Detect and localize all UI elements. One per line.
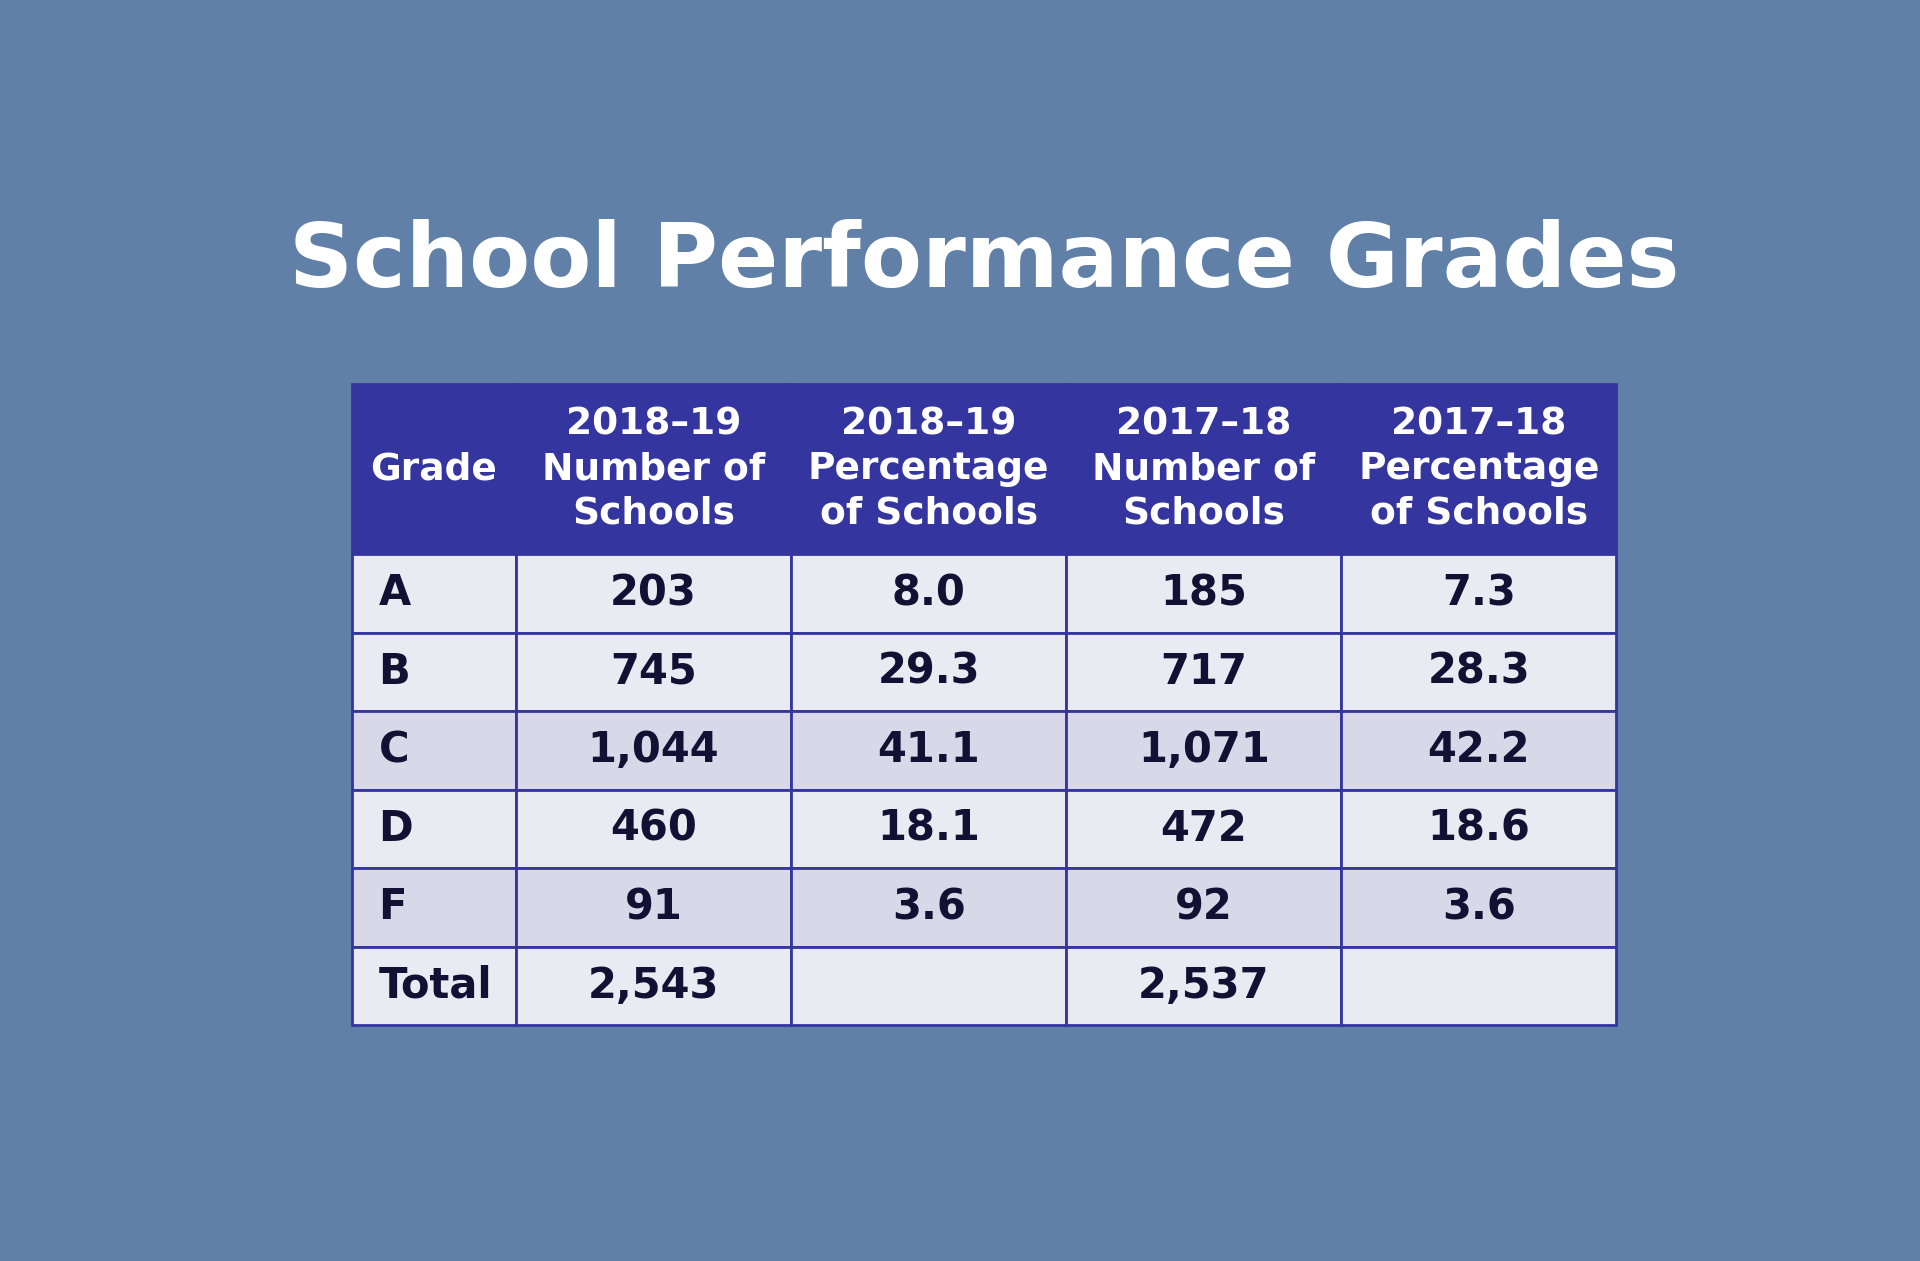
Text: 745: 745: [611, 651, 697, 694]
Bar: [1066, 711, 1342, 789]
Bar: [351, 868, 516, 947]
Bar: [791, 868, 1066, 947]
Bar: [791, 711, 1066, 789]
Text: C: C: [378, 729, 409, 772]
Text: 203: 203: [611, 572, 697, 614]
Bar: [1066, 868, 1342, 947]
Bar: [791, 789, 1066, 868]
Bar: [351, 711, 516, 789]
Text: School Performance Grades: School Performance Grades: [288, 219, 1680, 306]
Text: B: B: [378, 651, 411, 694]
Bar: [516, 947, 791, 1025]
Text: 3.6: 3.6: [891, 886, 966, 928]
Text: Grade: Grade: [371, 451, 497, 487]
Text: 41.1: 41.1: [877, 729, 979, 772]
Text: 472: 472: [1160, 808, 1248, 850]
Bar: [1342, 633, 1617, 711]
Bar: [1342, 385, 1617, 554]
Text: 29.3: 29.3: [877, 651, 979, 694]
Text: 1,044: 1,044: [588, 729, 720, 772]
Text: 2018–19
Percentage
of Schools: 2018–19 Percentage of Schools: [808, 407, 1050, 532]
Text: 28.3: 28.3: [1427, 651, 1530, 694]
Text: 18.1: 18.1: [877, 808, 979, 850]
Bar: [516, 385, 791, 554]
Bar: [351, 947, 516, 1025]
Text: 185: 185: [1160, 572, 1248, 614]
Bar: [1066, 554, 1342, 633]
Text: A: A: [378, 572, 411, 614]
Text: 18.6: 18.6: [1427, 808, 1530, 850]
Text: 2017–18
Number of
Schools: 2017–18 Number of Schools: [1092, 407, 1315, 532]
Bar: [791, 947, 1066, 1025]
Bar: [1342, 947, 1617, 1025]
Bar: [1066, 633, 1342, 711]
Bar: [351, 789, 516, 868]
Text: 717: 717: [1160, 651, 1248, 694]
Bar: [791, 633, 1066, 711]
Bar: [516, 711, 791, 789]
Text: Total: Total: [378, 965, 492, 1008]
Bar: [1342, 711, 1617, 789]
Bar: [1066, 947, 1342, 1025]
Text: 8.0: 8.0: [891, 572, 966, 614]
Bar: [516, 868, 791, 947]
Text: 2,537: 2,537: [1139, 965, 1269, 1008]
Bar: [1066, 789, 1342, 868]
Bar: [791, 385, 1066, 554]
Bar: [1342, 554, 1617, 633]
Bar: [516, 633, 791, 711]
Text: 7.3: 7.3: [1442, 572, 1515, 614]
Text: 3.6: 3.6: [1442, 886, 1515, 928]
Bar: [351, 633, 516, 711]
Text: 2,543: 2,543: [588, 965, 720, 1008]
Text: 460: 460: [611, 808, 697, 850]
Text: 2018–19
Number of
Schools: 2018–19 Number of Schools: [541, 407, 766, 532]
Bar: [1342, 789, 1617, 868]
Bar: [351, 554, 516, 633]
Text: 2017–18
Percentage
of Schools: 2017–18 Percentage of Schools: [1357, 407, 1599, 532]
Text: 1,071: 1,071: [1139, 729, 1269, 772]
Bar: [791, 554, 1066, 633]
Bar: [1066, 385, 1342, 554]
Text: 92: 92: [1175, 886, 1233, 928]
Bar: [516, 789, 791, 868]
Text: 91: 91: [624, 886, 682, 928]
Text: D: D: [378, 808, 413, 850]
Text: F: F: [378, 886, 407, 928]
Bar: [516, 554, 791, 633]
Text: 42.2: 42.2: [1428, 729, 1530, 772]
Bar: [351, 385, 516, 554]
Bar: [1342, 868, 1617, 947]
